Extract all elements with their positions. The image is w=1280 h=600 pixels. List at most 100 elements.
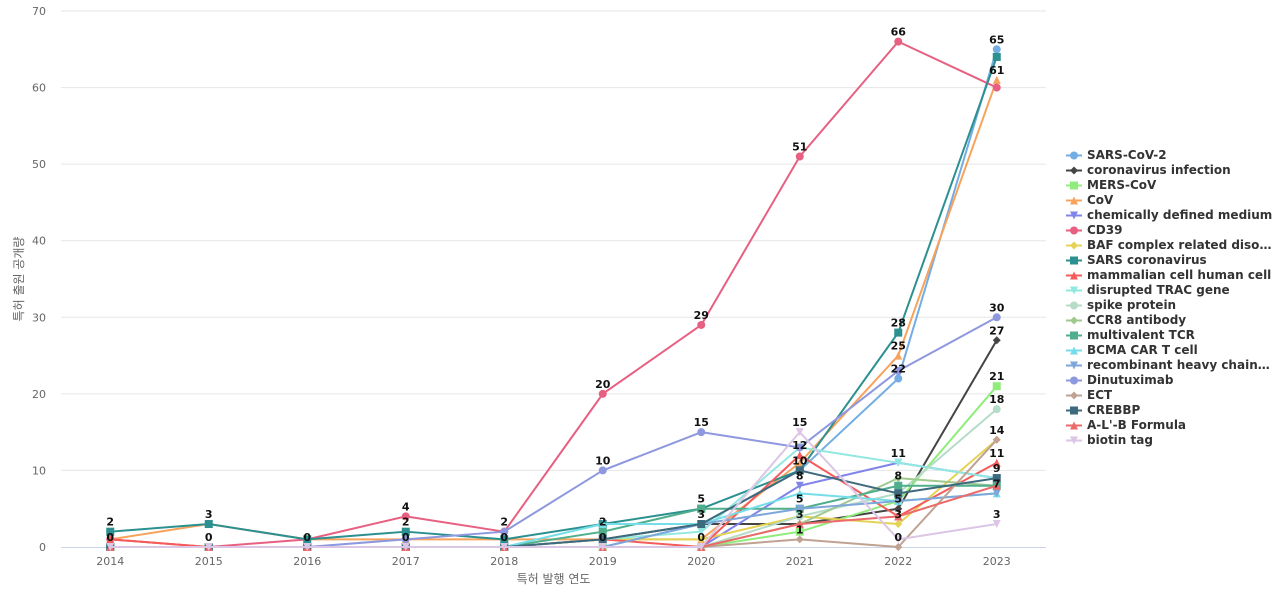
series-point — [894, 535, 903, 544]
series-point — [992, 52, 1001, 61]
series-point — [992, 489, 1001, 498]
legend-item[interactable]: disrupted TRAC gene — [1066, 283, 1276, 298]
series-point — [697, 527, 706, 536]
data-label: 3 — [993, 508, 1001, 521]
legend-item[interactable]: BCMA CAR T cell — [1066, 343, 1276, 358]
legend-marker — [1070, 271, 1078, 280]
series-point — [697, 543, 706, 551]
legend-item[interactable]: SARS-CoV-2 — [1066, 148, 1276, 163]
data-label: 18 — [989, 393, 1004, 406]
series-lines — [106, 37, 1001, 551]
series-point — [894, 512, 903, 521]
series-point — [598, 535, 607, 544]
legend-swatch — [1066, 271, 1082, 280]
legend-label: BCMA CAR T cell — [1087, 343, 1198, 357]
series-point — [894, 458, 903, 467]
legend-swatch — [1066, 316, 1082, 325]
legend-swatch — [1066, 376, 1082, 385]
series-point — [894, 351, 903, 360]
legend-swatch — [1066, 196, 1082, 205]
data-label: 15 — [792, 416, 807, 429]
legend-swatch — [1066, 331, 1082, 340]
series-point — [795, 443, 804, 452]
legend-marker — [1070, 226, 1078, 235]
legend-marker — [1070, 256, 1078, 265]
series-point — [795, 504, 804, 513]
series-point — [795, 152, 804, 161]
legend-swatch — [1066, 256, 1082, 265]
legend-item[interactable]: CREBBP — [1066, 403, 1276, 418]
grid-lines — [61, 10, 1046, 471]
data-label: 0 — [697, 531, 705, 544]
legend-label: BAF complex related disorder — [1087, 238, 1273, 252]
legend-item[interactable]: spike protein — [1066, 298, 1276, 313]
legend-item[interactable]: mammalian cell human cell — [1066, 268, 1276, 283]
legend-label: MERS-CoV — [1087, 178, 1157, 192]
legend-label: SARS coronavirus — [1087, 253, 1207, 267]
series-point — [992, 336, 1001, 345]
legend-marker — [1070, 286, 1078, 295]
legend-item[interactable]: biotin tag — [1066, 433, 1276, 448]
legend-item[interactable]: recombinant heavy chain onl... — [1066, 358, 1276, 373]
legend-label: CoV — [1087, 193, 1114, 207]
series-point — [106, 543, 115, 551]
series-point — [795, 451, 804, 460]
series-point — [992, 45, 1001, 54]
series — [106, 489, 1001, 551]
series-point — [401, 543, 410, 551]
series-point — [500, 535, 509, 544]
series-point — [303, 535, 312, 544]
legend-label: CD39 — [1087, 223, 1123, 237]
series-point — [795, 466, 804, 475]
series-point — [598, 543, 607, 551]
x-axis-title: 특허 발행 연도 — [517, 571, 591, 586]
series-point — [106, 535, 115, 544]
y-tick-label: 20 — [32, 388, 46, 401]
legend-marker — [1070, 391, 1078, 400]
series-point — [894, 504, 903, 513]
series-point — [204, 520, 213, 529]
legend-item[interactable]: BAF complex related disorder — [1066, 238, 1276, 253]
legend-swatch — [1066, 421, 1082, 430]
legend-swatch — [1066, 361, 1082, 370]
data-label: 2 — [599, 516, 607, 529]
series — [106, 466, 1001, 551]
legend-label: biotin tag — [1087, 433, 1153, 447]
legend-label: A-L'-B Formula — [1087, 418, 1187, 432]
series-point — [795, 512, 804, 521]
legend-label: SARS-CoV-2 — [1087, 148, 1167, 162]
series-line — [110, 40, 998, 548]
series — [106, 45, 1001, 551]
legend-swatch — [1066, 436, 1082, 445]
series-point — [795, 481, 804, 490]
series-point — [894, 374, 903, 383]
series — [106, 313, 1001, 551]
series-point — [795, 428, 804, 437]
series-line — [110, 56, 998, 541]
data-label: 25 — [891, 340, 906, 353]
legend-item[interactable]: CD39 — [1066, 223, 1276, 238]
legend-item[interactable]: MERS-CoV — [1066, 178, 1276, 193]
series-point — [598, 520, 607, 529]
legend-item[interactable]: CCR8 antibody — [1066, 313, 1276, 328]
legend-item[interactable]: coronavirus infection — [1066, 163, 1276, 178]
legend-item[interactable]: SARS coronavirus — [1066, 253, 1276, 268]
legend-marker — [1070, 421, 1078, 430]
series-line — [110, 408, 998, 548]
legend-item[interactable]: chemically defined medium — [1066, 208, 1276, 223]
legend-item[interactable]: ECT — [1066, 388, 1276, 403]
series-point — [894, 543, 903, 551]
legend-item[interactable]: multivalent TCR — [1066, 328, 1276, 343]
data-label: 0 — [205, 531, 213, 544]
data-label: 0 — [599, 531, 607, 544]
y-axis-tick-labels: 0 10 20 30 40 50 60 70 — [32, 5, 46, 554]
legend-item[interactable]: A-L'-B Formula — [1066, 418, 1276, 433]
series-point — [992, 405, 1001, 414]
series-point — [697, 520, 706, 529]
legend-item[interactable]: Dinutuximab — [1066, 373, 1276, 388]
legend-swatch — [1066, 346, 1082, 355]
legend-item[interactable]: CoV — [1066, 193, 1276, 208]
y-tick-label: 50 — [32, 158, 46, 171]
legend-marker — [1070, 406, 1078, 415]
series-point — [894, 366, 903, 375]
